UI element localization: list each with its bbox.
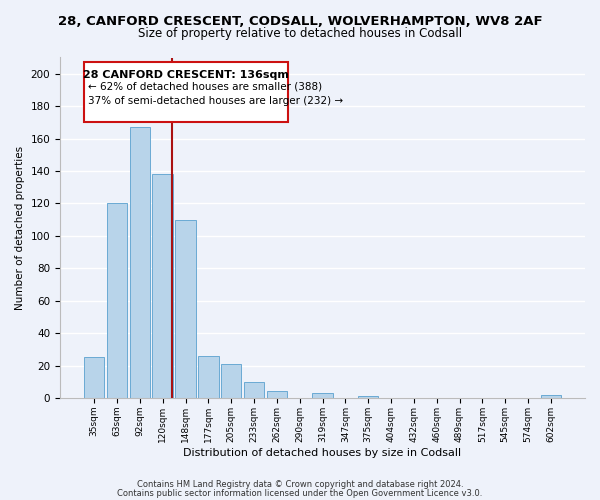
Bar [541,394,561,398]
Text: Contains public sector information licensed under the Open Government Licence v3: Contains public sector information licen… [118,488,482,498]
Bar [266,392,287,398]
Y-axis label: Number of detached properties: Number of detached properties [15,146,25,310]
Bar [358,396,379,398]
Bar [152,174,173,398]
Bar [198,356,218,398]
Bar [84,358,104,398]
Bar [130,127,150,398]
Bar [244,382,264,398]
Text: 28 CANFORD CRESCENT: 136sqm: 28 CANFORD CRESCENT: 136sqm [83,70,289,81]
X-axis label: Distribution of detached houses by size in Codsall: Distribution of detached houses by size … [184,448,461,458]
Text: Contains HM Land Registry data © Crown copyright and database right 2024.: Contains HM Land Registry data © Crown c… [137,480,463,489]
Bar [107,204,127,398]
FancyBboxPatch shape [84,62,288,122]
Text: 37% of semi-detached houses are larger (232) →: 37% of semi-detached houses are larger (… [88,96,344,106]
Text: 28, CANFORD CRESCENT, CODSALL, WOLVERHAMPTON, WV8 2AF: 28, CANFORD CRESCENT, CODSALL, WOLVERHAM… [58,15,542,28]
Text: Size of property relative to detached houses in Codsall: Size of property relative to detached ho… [138,28,462,40]
Bar [221,364,241,398]
Text: ← 62% of detached houses are smaller (388): ← 62% of detached houses are smaller (38… [88,82,323,92]
Bar [312,393,333,398]
Bar [175,220,196,398]
